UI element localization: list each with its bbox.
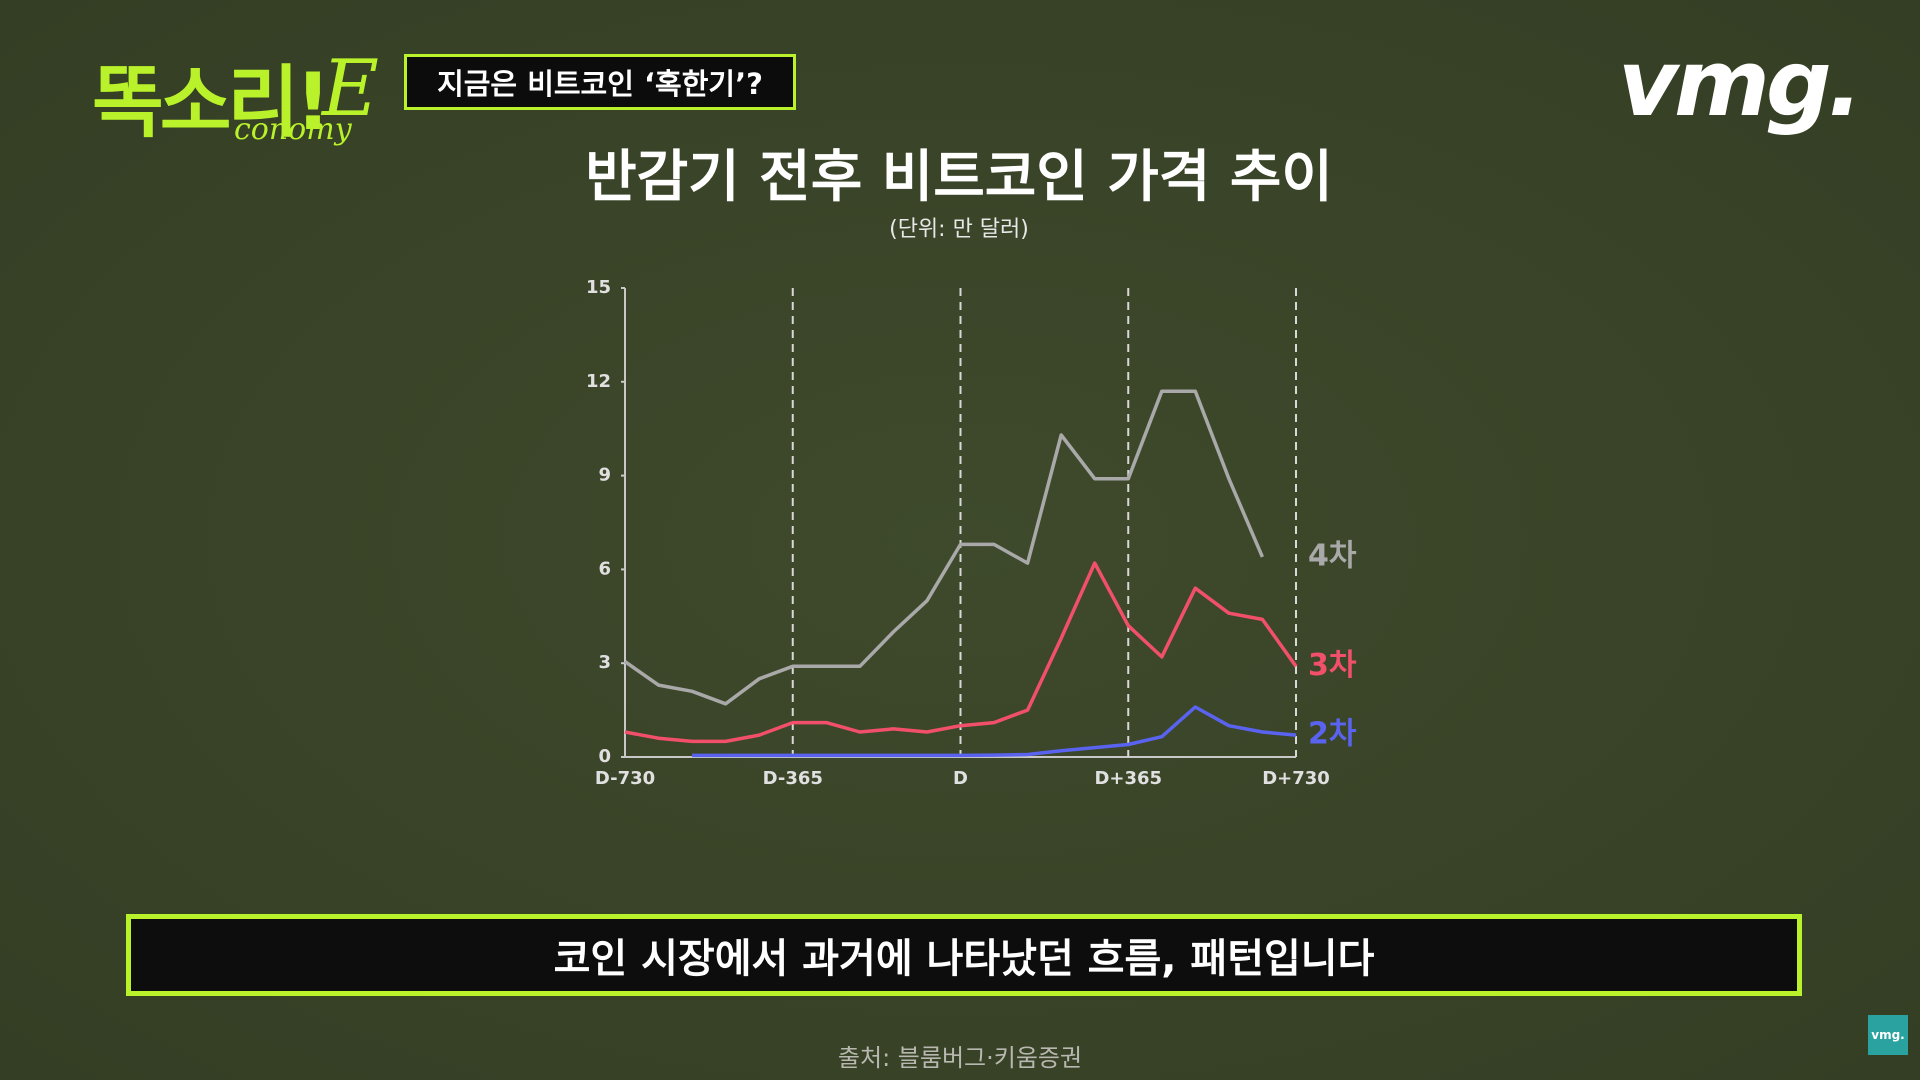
chart-subtitle: (단위: 만 달러) (889, 217, 1029, 242)
x-tick-label: D (953, 768, 968, 789)
y-tick-label: 12 (586, 371, 611, 392)
chart-title: 반감기 전후 비트코인 가격 추이 (585, 145, 1333, 210)
x-tick-label: D-730 (595, 768, 655, 789)
x-tick-label: D+730 (1262, 768, 1330, 789)
show-logo: 똑소리! (92, 58, 331, 148)
series-line (623, 389, 1265, 706)
y-tick-label: 15 (586, 277, 611, 298)
caption: 코인 시장에서 과거에 나타났던 흐름, 패턴입니다 (126, 914, 1802, 996)
x-tick-label: D-365 (763, 768, 823, 789)
series-label: 4차 (1308, 538, 1357, 573)
episode-tag: 지금은 비트코인 ‘혹한기’? (404, 54, 796, 110)
y-tick-label: 3 (598, 652, 611, 673)
show-logo-e: E (322, 44, 379, 134)
series-label: 3차 (1308, 648, 1357, 683)
series-line (692, 705, 1297, 758)
y-tick-label: 0 (598, 746, 611, 767)
source: 출처: 블룸버그·키움증권 (837, 1044, 1083, 1072)
series-label: 2차 (1308, 717, 1357, 752)
brand-logo: vmg. (1618, 30, 1863, 137)
show-logo-sub: conomy (234, 112, 352, 147)
y-tick-label: 6 (598, 558, 611, 579)
y-tick-label: 9 (598, 465, 611, 486)
series-line (624, 561, 1298, 744)
x-tick-label: D+365 (1094, 768, 1162, 789)
corner-logo: vmg. (1868, 1015, 1908, 1055)
